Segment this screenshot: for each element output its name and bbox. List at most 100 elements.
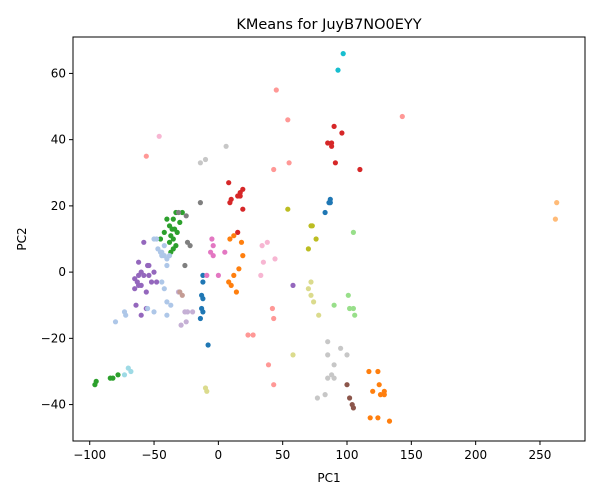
- data-point-cluster-12-3: [347, 305, 353, 312]
- data-point-cluster-1-8: [233, 289, 239, 295]
- data-point-cluster-4-9: [132, 286, 138, 292]
- data-point-cluster-0-6: [197, 315, 203, 322]
- data-point-cluster-6-6: [222, 249, 228, 255]
- data-point-cluster-5-0: [344, 382, 350, 388]
- data-point-cluster-2-4: [170, 216, 176, 222]
- data-point-cluster-0-7: [205, 342, 211, 348]
- data-point-cluster-9-1: [335, 67, 341, 73]
- x-tick-label: 200: [464, 448, 487, 462]
- data-point-cluster-18-4: [316, 312, 322, 318]
- data-point-cluster-10-15: [145, 305, 151, 312]
- data-point-cluster-4-15: [151, 269, 157, 275]
- data-point-cluster-10-14: [151, 309, 157, 315]
- data-point-cluster-13-8: [271, 382, 277, 388]
- data-point-cluster-3-6: [357, 166, 363, 173]
- data-point-cluster-4-0: [136, 259, 142, 265]
- y-tick-label: 60: [51, 66, 66, 80]
- data-point-cluster-12-5: [352, 312, 358, 318]
- data-point-cluster-4-6: [141, 272, 147, 278]
- data-point-cluster-4-1: [141, 239, 147, 245]
- data-point-cluster-10-11: [164, 299, 170, 305]
- data-point-cluster-2-2: [164, 216, 170, 222]
- data-point-cluster-18-1: [308, 292, 314, 298]
- data-point-cluster-13-6: [271, 315, 277, 322]
- y-tick-label: 40: [51, 133, 66, 147]
- data-point-cluster-10-12: [168, 302, 174, 308]
- x-tick-label: −100: [73, 448, 106, 462]
- data-point-cluster-6-1: [210, 243, 216, 249]
- data-point-cluster-2-20: [110, 375, 116, 381]
- data-point-cluster-2-21: [115, 372, 121, 378]
- data-point-cluster-1-13: [370, 388, 376, 394]
- y-tick-label: −40: [41, 398, 66, 412]
- data-point-cluster-12-1: [331, 302, 337, 308]
- data-point-cluster-13-3: [271, 166, 277, 173]
- data-point-cluster-3-4: [339, 130, 345, 136]
- data-point-cluster-7-2: [197, 200, 203, 206]
- data-point-cluster-0-5: [200, 309, 206, 315]
- data-point-cluster-1-17: [375, 415, 381, 421]
- data-point-cluster-0-8: [322, 209, 328, 216]
- data-point-cluster-3-9: [240, 186, 246, 192]
- data-point-cluster-1-3: [240, 253, 246, 259]
- data-point-cluster-13-11: [250, 332, 256, 338]
- data-point-cluster-0-11: [327, 200, 333, 206]
- data-point-cluster-18-7: [204, 388, 210, 394]
- data-point-cluster-12-4: [350, 305, 356, 312]
- data-point-cluster-9-0: [340, 51, 346, 57]
- data-point-cluster-7-0: [175, 209, 182, 216]
- data-point-cluster-5-1: [347, 395, 353, 401]
- data-point-cluster-14-5: [183, 319, 189, 325]
- data-point-cluster-2-1: [161, 229, 167, 235]
- y-axis-label: PC2: [15, 227, 29, 250]
- data-point-cluster-2-11: [179, 209, 185, 216]
- data-point-cluster-3-7: [226, 180, 232, 186]
- data-point-cluster-12-2: [345, 292, 351, 298]
- data-point-cluster-3-2: [329, 143, 335, 149]
- data-point-cluster-1-4: [236, 266, 242, 272]
- data-point-cluster-7-1: [183, 213, 189, 219]
- data-point-cluster-1-14: [377, 392, 384, 398]
- data-point-cluster-14-4: [178, 322, 184, 328]
- data-point-cluster-3-3: [331, 123, 337, 129]
- data-point-cluster-0-0: [200, 272, 206, 278]
- data-point-cluster-4-19: [138, 312, 144, 318]
- y-tick-label: 0: [58, 265, 66, 279]
- data-point-cluster-8-2: [309, 223, 315, 229]
- data-point-cluster-4-3: [146, 262, 152, 269]
- data-point-cluster-16-3: [260, 259, 266, 265]
- data-point-cluster-1-10: [375, 368, 381, 375]
- data-point-cluster-13-4: [286, 160, 292, 166]
- data-point-cluster-11-1: [552, 216, 559, 222]
- data-point-cluster-18-5: [290, 352, 296, 358]
- data-point-cluster-18-2: [305, 286, 311, 292]
- scatter-points: [92, 51, 560, 424]
- x-tick-label: 50: [275, 448, 290, 462]
- data-point-cluster-16-2: [264, 239, 270, 245]
- data-point-cluster-17-2: [197, 160, 203, 166]
- chart-title: KMeans for JuyB7NO0EYY: [236, 17, 421, 33]
- data-point-cluster-10-1: [154, 236, 160, 242]
- data-point-cluster-1-9: [366, 368, 372, 375]
- data-point-cluster-17-1: [202, 156, 209, 163]
- data-point-cluster-2-12: [177, 219, 183, 225]
- data-point-cluster-3-13: [227, 200, 233, 206]
- data-point-cluster-1-0: [227, 236, 233, 242]
- data-point-cluster-18-3: [311, 299, 317, 305]
- plot-frame: [72, 36, 586, 442]
- data-point-cluster-16-4: [258, 272, 264, 278]
- x-tick-label: 150: [400, 448, 423, 462]
- data-point-cluster-13-7: [265, 362, 272, 368]
- data-point-cluster-16-0: [156, 133, 162, 139]
- data-point-cluster-13-9: [399, 113, 405, 120]
- data-point-cluster-19-2: [121, 372, 128, 378]
- data-point-cluster-16-5: [272, 256, 278, 262]
- x-tick-label: 0: [215, 448, 223, 462]
- data-point-cluster-15-1: [179, 292, 185, 298]
- data-point-cluster-6-4: [204, 272, 210, 278]
- data-point-cluster-17-11: [314, 395, 320, 401]
- data-point-cluster-7-4: [187, 243, 193, 249]
- data-point-cluster-17-5: [325, 352, 331, 358]
